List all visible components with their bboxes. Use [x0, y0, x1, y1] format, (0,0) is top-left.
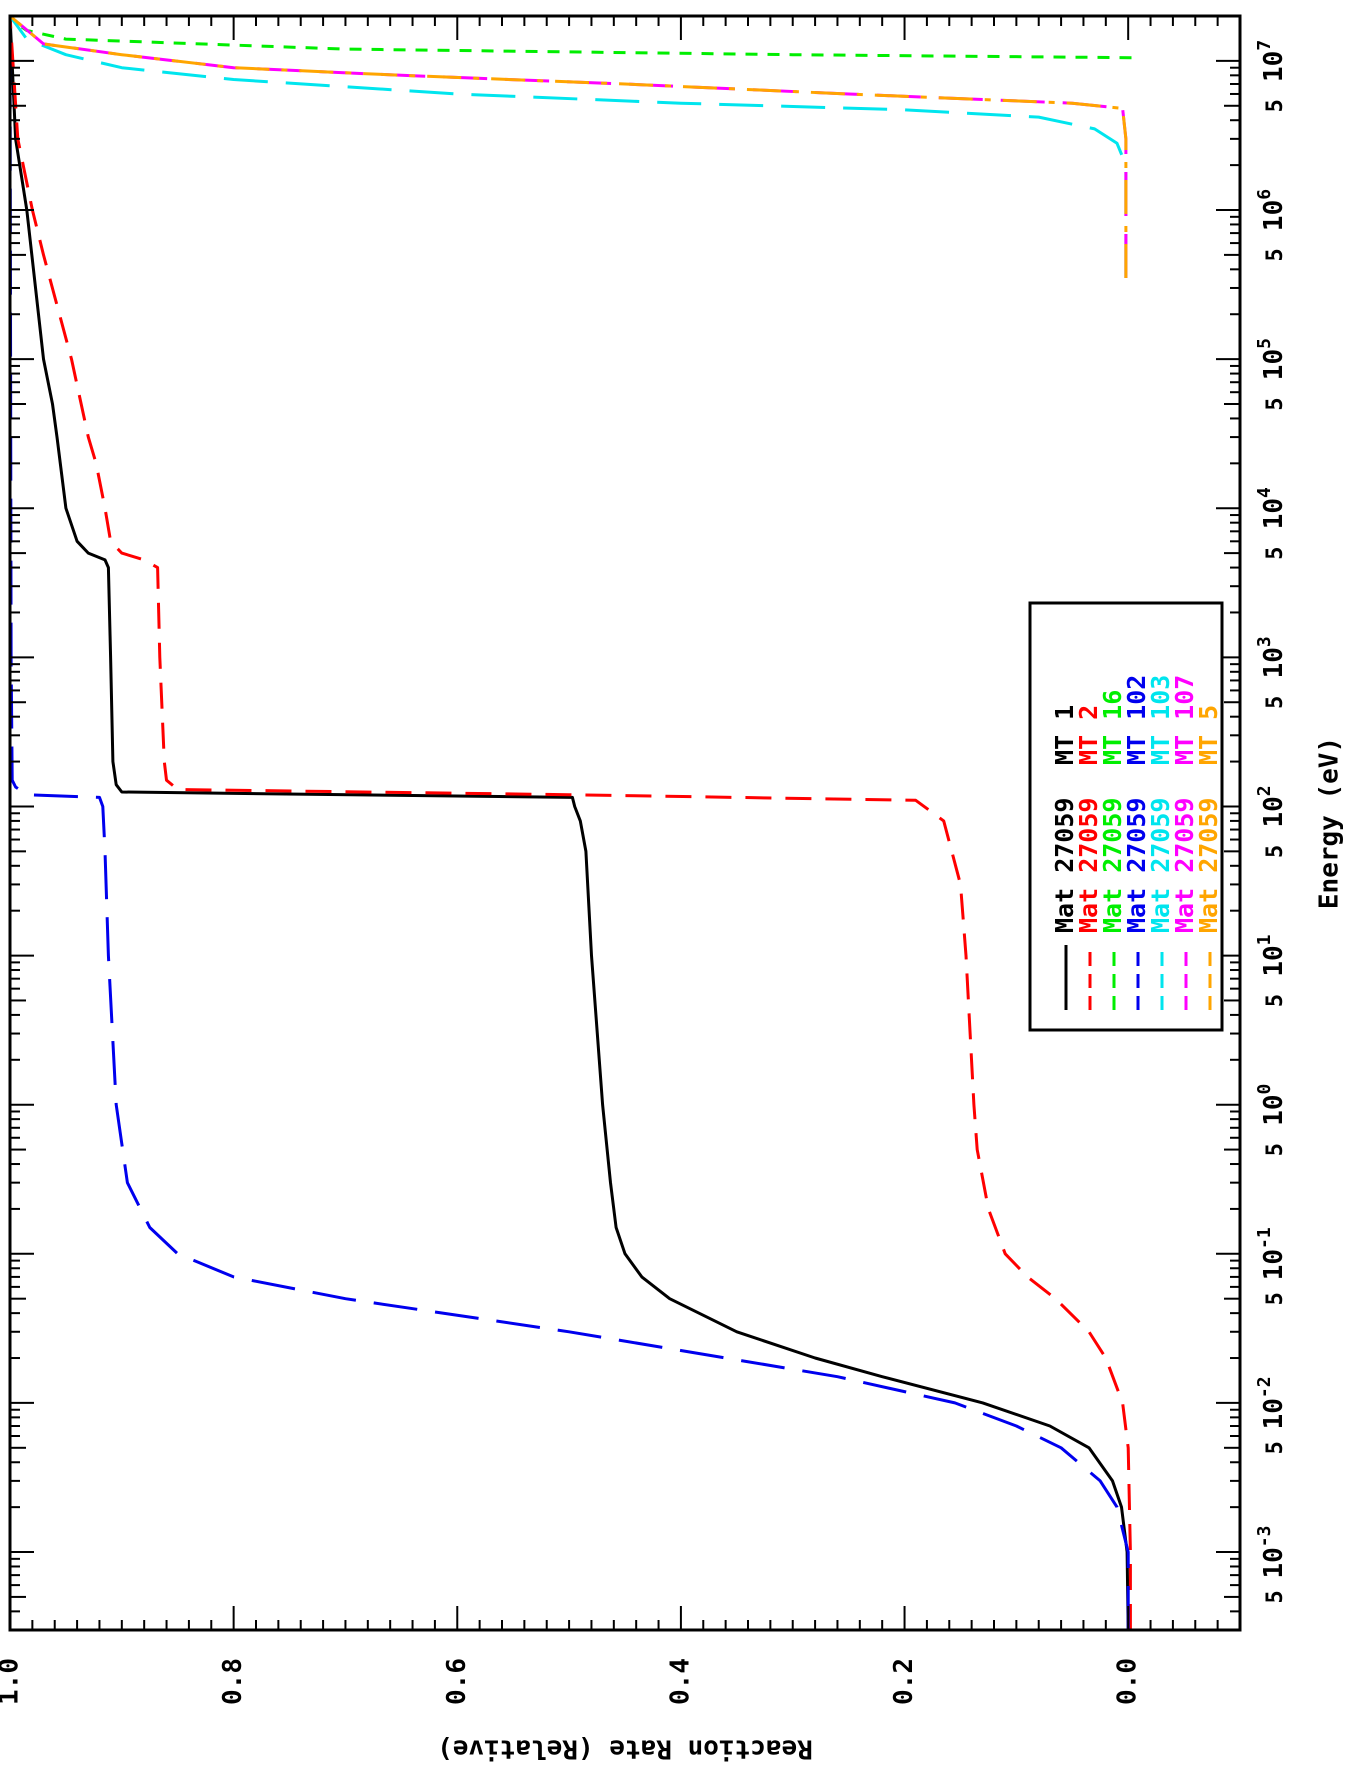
legend-entry-mat: Mat 27059	[1074, 798, 1103, 933]
series-line-mt-16	[8, 15, 1132, 60]
x-tick-label: 106	[1254, 189, 1289, 231]
y-axis-label: Reaction Rate (Relative)	[437, 1734, 813, 1764]
plot-frame	[8, 14, 1242, 1632]
x-minor-tick-label: 5	[1263, 1292, 1288, 1305]
y-tick-label: 0.2	[889, 1658, 919, 1705]
legend-entry-mt: MT 107	[1170, 675, 1199, 765]
legend-entry-mat: Mat 27059	[1146, 798, 1175, 933]
x-minor-tick-label: 5	[1263, 1143, 1288, 1156]
legend: Mat 27059 MT 1 Mat 27059 MT 2 Mat 27059 MT 16…	[1028, 601, 1224, 1032]
legend-entry-mt: MT 102	[1122, 675, 1151, 765]
x-axis-label: Energy (eV)	[1315, 737, 1345, 909]
x-tick-label: 101	[1254, 934, 1289, 976]
x-tick-label: 100	[1254, 1084, 1289, 1126]
series-line-mt-5	[9, 14, 1128, 278]
x-minor-tick-label: 5	[1263, 99, 1288, 112]
x-minor-tick-label: 5	[1263, 845, 1288, 858]
legend-entry-mat: Mat 27059	[1194, 798, 1223, 933]
y-tick-label: 0.0	[1113, 1658, 1143, 1705]
x-tick-label: 10-3	[1254, 1526, 1289, 1579]
x-minor-tick-label: 5	[1263, 1441, 1288, 1454]
x-minor-tick-label: 5	[1263, 397, 1288, 410]
x-tick-label: 107	[1254, 40, 1289, 82]
x-tick-label: 103	[1254, 636, 1289, 678]
x-tick-label: 10-2	[1254, 1376, 1289, 1429]
y-tick-label: 0.6	[442, 1658, 472, 1705]
legend-entry-mt: MT 103	[1146, 675, 1175, 765]
x-tick-label: 104	[1254, 487, 1289, 529]
series-line-mt-107	[9, 14, 1128, 278]
x-minor-tick-label: 5	[1263, 994, 1288, 1007]
y-tick-label: 0.4	[665, 1658, 695, 1705]
legend-entry-mt: MT 16	[1098, 690, 1127, 765]
series-line-mt-103	[8, 15, 1128, 278]
y-tick-label: 1.0	[0, 1658, 25, 1705]
legend-entry-mat: Mat 27059	[1050, 798, 1079, 933]
legend-entry-mat: Mat 27059	[1098, 798, 1127, 933]
series-line-mt-102	[8, 15, 1130, 1630]
plot-area	[8, 14, 1132, 1631]
legend-entry-mat: Mat 27059	[1122, 798, 1151, 933]
x-minor-tick-label: 5	[1263, 546, 1288, 559]
x-minor-tick-label: 5	[1263, 696, 1288, 709]
series-line-mt-1	[8, 15, 1130, 1631]
x-minor-tick-label: 5	[1263, 1590, 1288, 1603]
x-minor-tick-label: 5	[1263, 248, 1288, 261]
series-line-mt-2	[8, 15, 1132, 1630]
y-tick-label: 0.8	[218, 1658, 248, 1705]
x-tick-label: 105	[1254, 338, 1289, 380]
legend-entry-mat: Mat 27059	[1170, 798, 1199, 933]
axes: 10-3 10-2 10-1 100 101 102 103 104 105 106 107 5 5 5 5…	[0, 14, 1289, 1705]
legend-entry-mt: MT 5	[1194, 705, 1223, 765]
x-tick-label: 10-1	[1254, 1227, 1289, 1280]
legend-entry-mt: MT 1	[1050, 705, 1079, 765]
legend-entry-mt: MT 2	[1074, 705, 1103, 765]
legend-box	[1028, 601, 1224, 1032]
x-tick-label: 102	[1254, 785, 1289, 827]
